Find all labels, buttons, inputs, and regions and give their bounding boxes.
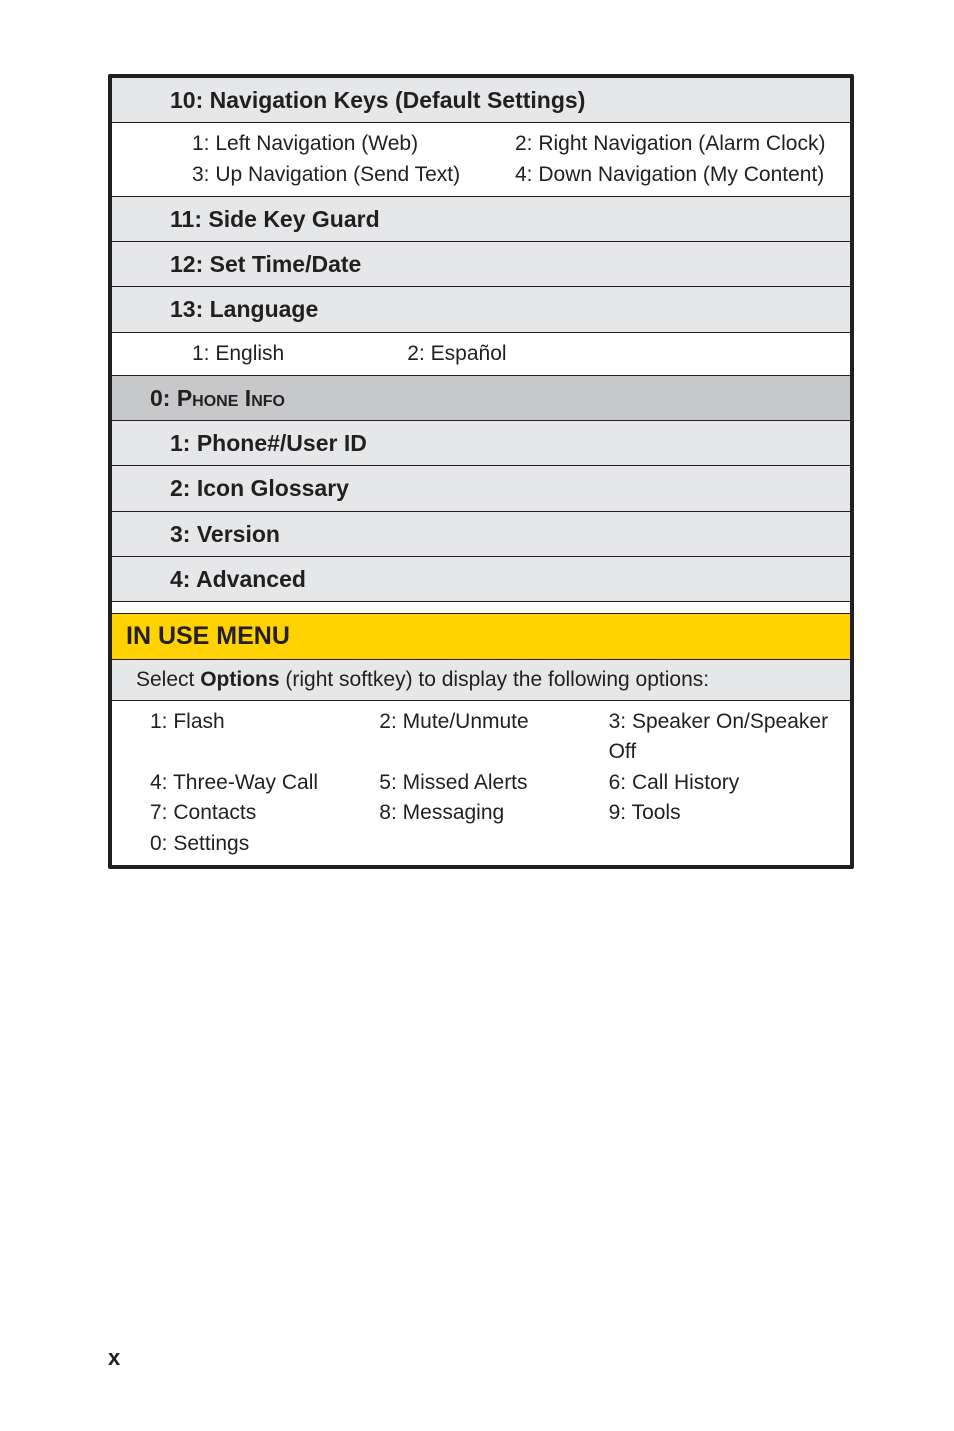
note-pre: Select — [136, 668, 200, 691]
in-use-menu-note: Select Options (right softkey) to displa… — [112, 659, 850, 700]
in-use-option: 3: Speaker On/Speaker Off — [609, 707, 838, 768]
set-time-date-heading: 12: Set Time/Date — [112, 241, 850, 286]
in-use-option: 2: Mute/Unmute — [379, 707, 608, 768]
side-key-guard-heading: 11: Side Key Guard — [112, 196, 850, 241]
phone-info-heading: 0: Phone Info — [112, 375, 850, 420]
in-use-option: 9: Tools — [609, 798, 838, 828]
language-item: 2: Español — [407, 339, 622, 369]
menu-frame: 10: Navigation Keys (Default Settings) 1… — [108, 74, 854, 869]
language-items: 1: English 2: Español — [112, 332, 850, 375]
in-use-option: 1: Flash — [150, 707, 379, 768]
nav-key-item: 4: Down Navigation (My Content) — [515, 160, 838, 190]
in-use-option: 4: Three-Way Call — [150, 768, 379, 798]
nav-keys-heading: 10: Navigation Keys (Default Settings) — [112, 78, 850, 122]
nav-key-item: 2: Right Navigation (Alarm Clock) — [515, 129, 838, 159]
phone-info-item: 1: Phone#/User ID — [112, 420, 850, 465]
in-use-menu-banner: IN USE MENU — [112, 613, 850, 659]
nav-key-item: 1: Left Navigation (Web) — [192, 129, 515, 159]
phone-info-item: 3: Version — [112, 511, 850, 556]
in-use-option: 5: Missed Alerts — [379, 768, 608, 798]
page: 10: Navigation Keys (Default Settings) 1… — [0, 0, 954, 869]
phone-info-item: 2: Icon Glossary — [112, 465, 850, 510]
nav-key-item: 3: Up Navigation (Send Text) — [192, 160, 515, 190]
note-post: (right softkey) to display the following… — [280, 668, 710, 691]
nav-keys-items: 1: Left Navigation (Web) 2: Right Naviga… — [112, 122, 850, 196]
phone-info-item: 4: Advanced — [112, 556, 850, 601]
language-heading: 13: Language — [112, 286, 850, 331]
in-use-options: 1: Flash 2: Mute/Unmute 3: Speaker On/Sp… — [112, 700, 850, 865]
in-use-option: 8: Messaging — [379, 798, 608, 828]
note-bold: Options — [200, 668, 279, 691]
language-item: 1: English — [192, 339, 407, 369]
in-use-option: 7: Contacts — [150, 798, 379, 828]
in-use-option: 6: Call History — [609, 768, 838, 798]
page-number: x — [108, 1345, 121, 1371]
spacer — [112, 601, 850, 613]
in-use-option: 0: Settings — [150, 829, 379, 859]
